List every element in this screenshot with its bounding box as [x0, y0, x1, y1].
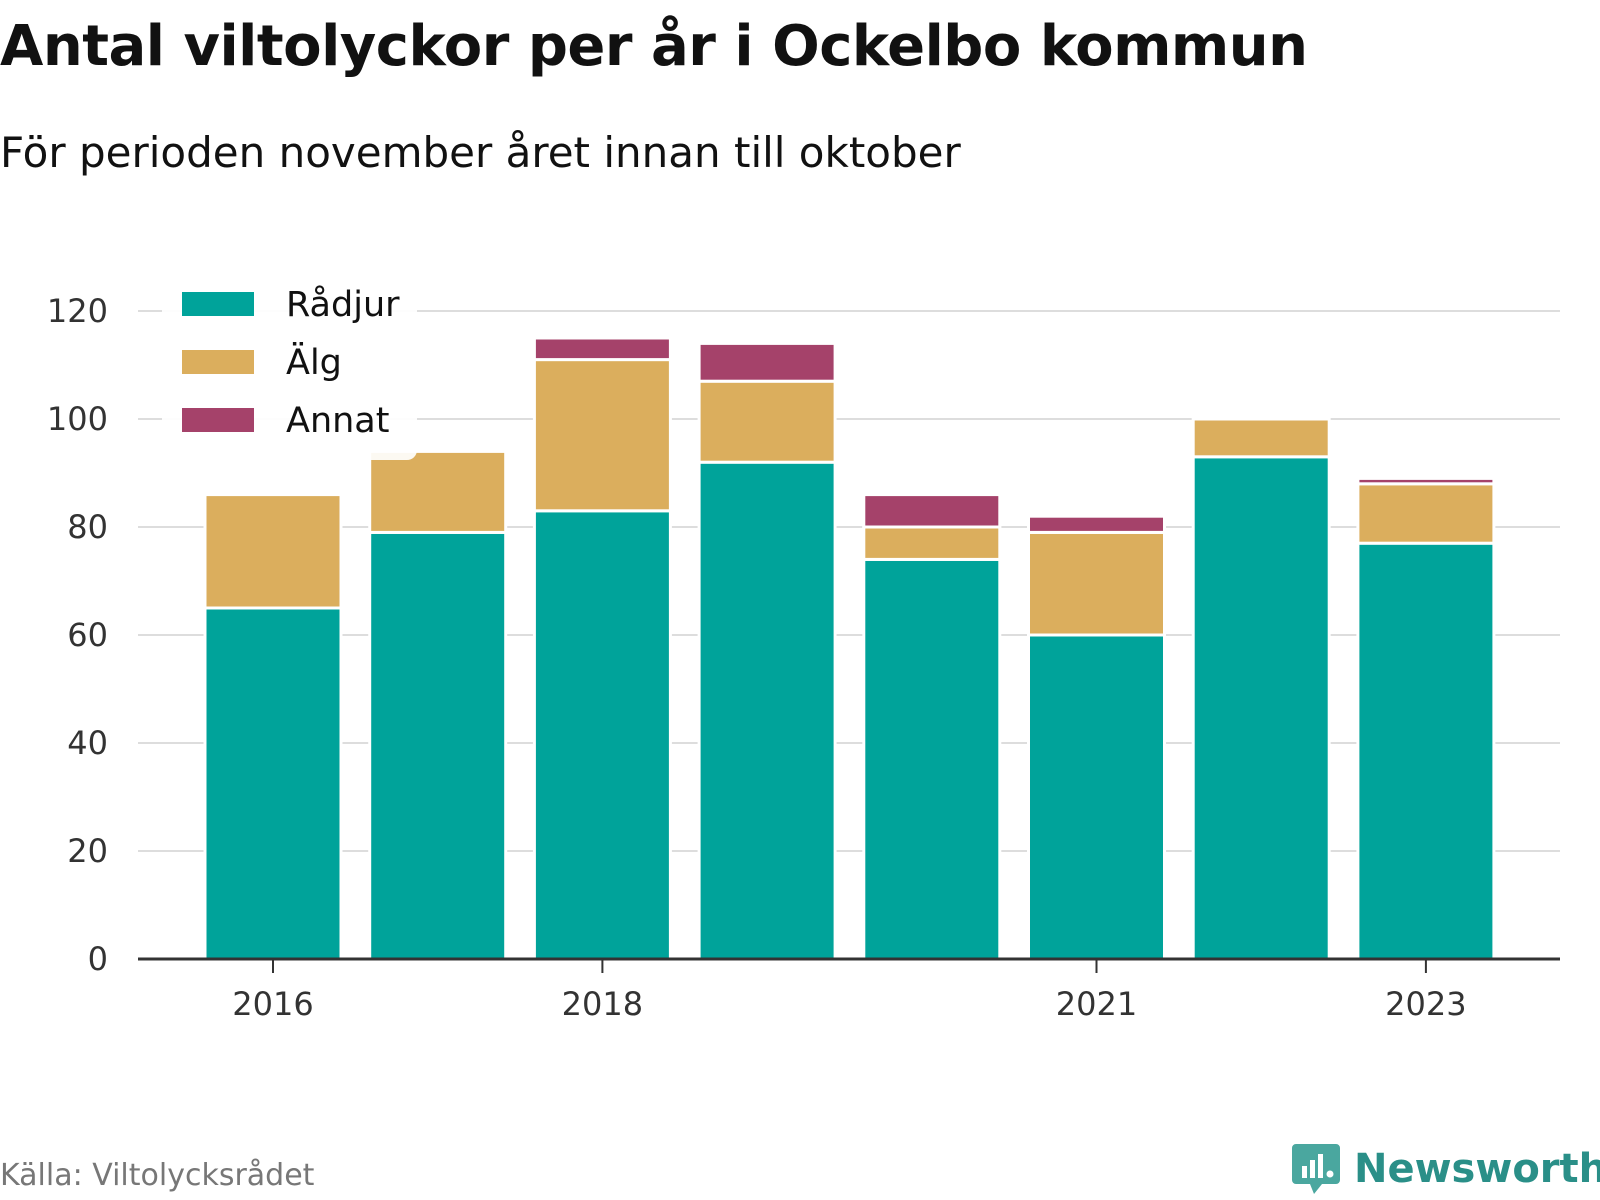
bar-Älg-2018	[532, 358, 672, 513]
legend-swatch-Rådjur	[182, 292, 254, 316]
bar-Rådjur-2020	[862, 557, 1002, 961]
bar-Rådjur-2017	[368, 530, 508, 961]
bar-Älg-2017	[368, 449, 508, 534]
bar-Rådjur-2016	[203, 606, 343, 961]
bar-Annat-2018	[532, 336, 672, 362]
y-tick-label: 120	[47, 292, 108, 330]
x-tick-label: 2023	[1385, 985, 1466, 1023]
legend: Rådjur Älg Annat	[162, 268, 417, 460]
bar-Annat-2023	[1356, 476, 1496, 486]
y-tick-label: 60	[67, 616, 108, 654]
bar-Annat-2020	[862, 493, 1002, 529]
newsworthy-logo: Newsworthy	[1290, 1140, 1600, 1198]
y-tick-label: 80	[67, 508, 108, 546]
bar-Älg-2021	[1027, 530, 1166, 637]
newsworthy-logo-text: Newsworthy	[1354, 1146, 1600, 1192]
bar-Älg-2020	[862, 525, 1002, 561]
stacked-bar-chart: 0 20 40 60 80 100 120 2016 2018 2021 2023 Rådjur Ä…	[46, 268, 1560, 1023]
bar-Älg-2016	[203, 493, 343, 610]
bar-Annat-2021	[1027, 514, 1166, 534]
bar-Rådjur-2019	[697, 460, 837, 961]
legend-label-Annat: Annat	[286, 401, 389, 441]
x-tick-label: 2018	[562, 985, 643, 1023]
bar-Älg-2019	[697, 379, 837, 464]
legend-swatch-Annat	[182, 408, 254, 432]
bar-Rådjur-2022	[1191, 455, 1331, 961]
bar-Älg-2022	[1191, 417, 1331, 459]
x-axis: 2016 2018 2021 2023	[138, 957, 1560, 1023]
legend-label-Älg: Älg	[286, 341, 342, 383]
y-tick-label: 40	[67, 724, 108, 762]
bar-Rådjur-2023	[1356, 541, 1496, 961]
y-tick-label: 100	[47, 400, 108, 438]
legend-swatch-Älg	[182, 350, 254, 374]
y-tick-label: 20	[67, 832, 108, 870]
bar-Annat-2019	[697, 341, 837, 383]
chart-subtitle: För perioden november året innan till ok…	[0, 128, 961, 177]
y-tick-label: 0	[88, 940, 108, 978]
source-note: Källa: Viltolycksrådet	[0, 1158, 315, 1193]
bar-Älg-2023	[1356, 482, 1496, 545]
bars	[203, 336, 1496, 961]
bar-Rådjur-2021	[1027, 633, 1166, 961]
bar-Rådjur-2018	[532, 509, 672, 961]
newsworthy-logo-icon	[1292, 1144, 1340, 1194]
chart-title: Antal viltolyckor per år i Ockelbo kommu…	[0, 14, 1308, 79]
y-axis-ticks: 0 20 40 60 80 100 120	[47, 292, 108, 978]
x-tick-label: 2016	[232, 985, 313, 1023]
legend-label-Rådjur: Rådjur	[286, 284, 400, 325]
x-tick-label: 2021	[1056, 985, 1137, 1023]
